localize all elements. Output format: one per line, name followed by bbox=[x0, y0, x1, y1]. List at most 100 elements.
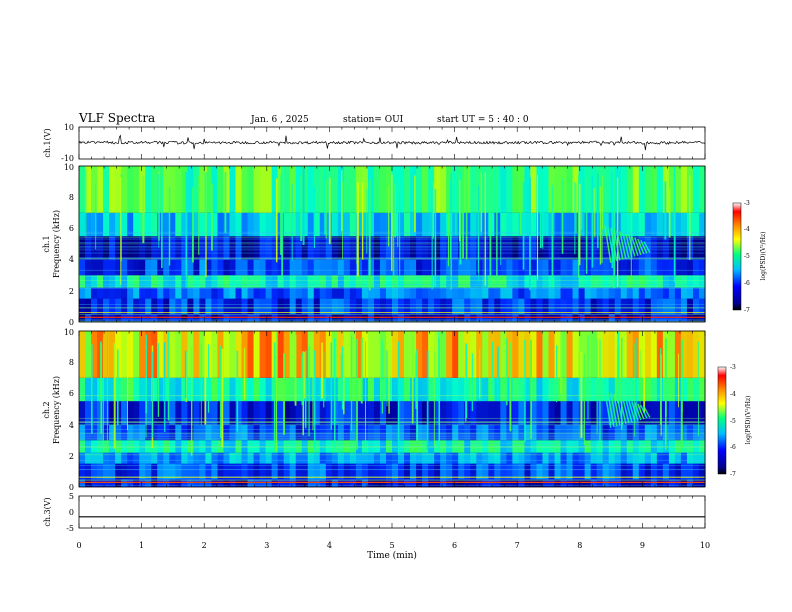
spectrogram-cell bbox=[524, 275, 532, 288]
ch3-waveform-frame bbox=[78, 495, 706, 529]
x-tick-label: 3 bbox=[264, 541, 269, 550]
spectrogram-cell bbox=[307, 298, 315, 315]
spectrogram-cell bbox=[109, 287, 116, 299]
spectrogram-cell bbox=[379, 452, 387, 464]
spectrogram-cell bbox=[259, 479, 267, 487]
spectrogram-cell bbox=[434, 424, 441, 441]
spectrogram-cell bbox=[139, 463, 146, 480]
spectrogram-cell bbox=[199, 275, 207, 288]
spectrogram-cell bbox=[379, 212, 387, 237]
ch2-colorbar-tick: -7 bbox=[730, 471, 736, 478]
ch1-ytick: 10 bbox=[64, 163, 74, 172]
spectrogram-cell bbox=[644, 424, 652, 441]
spectrogram-cell bbox=[668, 463, 676, 480]
spectrogram-cell bbox=[235, 463, 243, 480]
spectrogram-cell bbox=[259, 452, 267, 464]
spectrogram-cell bbox=[398, 314, 405, 322]
spectrogram-cell bbox=[416, 275, 423, 288]
spectrogram-cell bbox=[127, 479, 134, 487]
spectrogram-cell bbox=[337, 212, 345, 237]
spectrogram-cell bbox=[464, 212, 471, 237]
spectrogram-cell bbox=[494, 452, 501, 464]
spectrogram-cell bbox=[313, 463, 321, 480]
spectrogram-cell bbox=[440, 287, 447, 299]
spectrogram-cell bbox=[145, 424, 152, 441]
spectrogram-cell bbox=[337, 275, 345, 288]
spectrogram-cell bbox=[127, 331, 134, 378]
spectrogram-cell bbox=[590, 298, 598, 315]
spectrogram-cell bbox=[428, 275, 435, 288]
spectrogram-cell bbox=[79, 463, 86, 480]
spectrogram-cell bbox=[542, 452, 550, 464]
spectrogram-cell bbox=[404, 331, 411, 378]
spectrogram-cell bbox=[572, 275, 580, 288]
spectrogram-cell bbox=[428, 463, 435, 480]
spectrogram-cell bbox=[319, 479, 327, 487]
spectrogram-cell bbox=[572, 463, 580, 480]
spectrogram-cell bbox=[145, 377, 152, 402]
spectrogram-cell bbox=[265, 479, 273, 487]
spectrogram-cell bbox=[518, 463, 526, 480]
spectrogram-cell bbox=[175, 259, 182, 276]
spectrogram-cell bbox=[542, 212, 550, 237]
spectrogram-cell bbox=[452, 401, 459, 425]
spectrogram-cell bbox=[325, 298, 333, 315]
spectrogram-cell bbox=[692, 401, 700, 425]
spectrogram-cell bbox=[674, 401, 682, 425]
spectrogram-cell bbox=[536, 166, 544, 213]
spectrogram-cell bbox=[656, 298, 664, 315]
spectrogram-cell bbox=[289, 259, 297, 276]
spectrogram-cell bbox=[578, 287, 586, 299]
emission-burst bbox=[604, 225, 612, 263]
spectrogram-cell bbox=[133, 452, 140, 464]
spectrogram-cell bbox=[404, 259, 411, 276]
spectrogram-cell bbox=[548, 452, 556, 464]
spectrogram-cell bbox=[446, 479, 453, 487]
spectrogram-cell bbox=[560, 452, 568, 464]
spectrogram-cell bbox=[163, 275, 170, 288]
spectrogram-cell bbox=[289, 331, 297, 378]
spectrogram-cell bbox=[229, 463, 237, 480]
spectrogram-cell bbox=[223, 401, 231, 425]
spectrogram-cell bbox=[319, 463, 327, 480]
spectrogram-cell bbox=[229, 331, 237, 378]
spectrogram-cell bbox=[193, 212, 200, 237]
spectrogram-cell bbox=[470, 331, 477, 378]
spectrogram-cell bbox=[644, 166, 652, 213]
spectrogram-cell bbox=[157, 166, 164, 213]
spectrogram-cell bbox=[181, 377, 188, 402]
spectrogram-cell bbox=[211, 275, 219, 288]
spectrogram-cell bbox=[331, 287, 339, 299]
emission-burst bbox=[613, 393, 621, 426]
spectrogram-cell bbox=[476, 314, 483, 322]
spectrogram-cell bbox=[349, 298, 357, 315]
spectrogram-cell bbox=[79, 331, 86, 378]
spectrogram-cell bbox=[91, 287, 98, 299]
spectrogram-cell bbox=[626, 275, 634, 288]
spectrogram-cell bbox=[536, 463, 544, 480]
spectrogram-cell bbox=[596, 287, 604, 299]
spectrogram-cell bbox=[692, 166, 700, 213]
spectrogram-cell bbox=[584, 166, 592, 213]
spectrogram-cell bbox=[175, 314, 182, 322]
spectrogram-cell bbox=[698, 259, 706, 276]
ch1-waveform-trace bbox=[78, 134, 706, 151]
spectrogram-cell bbox=[205, 298, 213, 315]
ch1-waveform-ylabel: ch.1(V) bbox=[43, 128, 52, 157]
spectrogram-cell bbox=[590, 479, 598, 487]
spectrogram-cell bbox=[319, 298, 327, 315]
spectrogram-cell bbox=[392, 401, 399, 425]
spectrogram-cell bbox=[482, 287, 489, 299]
spectrogram-cell bbox=[235, 452, 243, 464]
spectrogram-cell bbox=[337, 314, 345, 322]
spectrogram-cell bbox=[674, 463, 682, 480]
spectrogram-cell bbox=[199, 287, 207, 299]
spectrogram-cell bbox=[133, 479, 140, 487]
spectrogram-cell bbox=[139, 401, 146, 425]
spectrogram-cell bbox=[115, 259, 122, 276]
spectrogram-cell bbox=[542, 314, 550, 322]
spectrogram-cell bbox=[638, 259, 646, 276]
spectrogram-cell bbox=[452, 298, 459, 315]
spectrogram-cell bbox=[91, 331, 98, 378]
spectrogram-cell bbox=[482, 479, 489, 487]
